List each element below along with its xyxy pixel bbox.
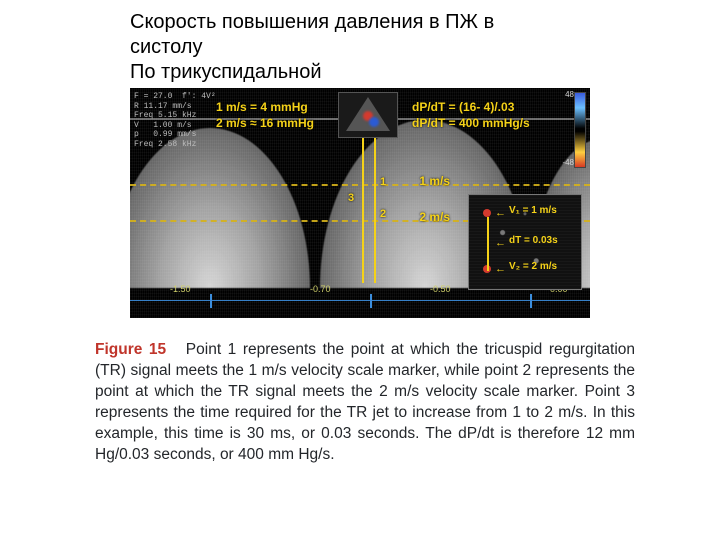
color-scale-bar [574, 92, 586, 168]
label-2ms: 2 m/s [419, 210, 450, 224]
arrow-icon: ← [495, 263, 506, 275]
colorflow-blue [369, 117, 379, 127]
doppler-backdrop: 1 m/s 2 m/s 1 3 2 F = 27.0 f': 4V² R 11.… [130, 88, 590, 318]
inset-dt-label: dT = 0.03s [509, 235, 558, 246]
eq-right-1: dP/dT = (16- 4)/.03 [412, 100, 514, 114]
caption-body: Point 1 represents the point at which th… [95, 341, 635, 463]
doppler-envelope [130, 128, 310, 288]
figure-number: Figure 15 [95, 341, 166, 358]
ecg-spike [530, 294, 532, 308]
ecg-baseline [130, 300, 590, 301]
page-root: Скорость повышения давления в ПЖ в систо… [0, 0, 720, 540]
time-tick: -0.70 [310, 284, 331, 294]
inset-v1-label: V₁ = 1 m/s [509, 205, 557, 216]
marker-1ms-line [130, 184, 590, 186]
heading-line2: систолу [130, 36, 202, 58]
point-2: 2 [380, 208, 386, 220]
label-1ms: 1 m/s [419, 174, 450, 188]
inset-dt-line [487, 217, 489, 271]
caliper-line-1 [362, 118, 364, 283]
caliper-line-2 [374, 118, 376, 283]
zoom-inset: ← ← ← V₁ = 1 m/s dT = 0.03s V₂ = 2 m/s [468, 194, 582, 290]
point-1: 1 [380, 176, 386, 188]
arrow-icon: ← [495, 207, 506, 219]
color-scale-max: 48 [565, 90, 574, 99]
eq-left-2: 2 m/s ≈ 16 mmHg [216, 116, 314, 130]
heading-line3: По трикуспидальной [130, 61, 321, 83]
time-tick: -1.50 [170, 284, 191, 294]
inset-marker-v1 [483, 209, 491, 217]
doppler-figure: 1 m/s 2 m/s 1 3 2 F = 27.0 f': 4V² R 11.… [130, 88, 590, 318]
eq-right-2: dP/dT = 400 mmHg/s [412, 116, 530, 130]
arrow-icon: ← [495, 237, 506, 249]
eq-left-1: 1 m/s = 4 mmHg [216, 100, 308, 114]
color-scale-min: -48 [562, 158, 574, 167]
slide-heading: Скорость повышения давления в ПЖ в систо… [130, 10, 600, 85]
machine-params: F = 27.0 f': 4V² R 11.17 mm/s Freq 5.15 … [134, 92, 206, 150]
bscan-thumbnail [338, 92, 398, 138]
figure-caption: Figure 15 Point 1 represents the point a… [95, 340, 635, 466]
inset-v2-label: V₂ = 2 m/s [509, 261, 557, 272]
heading-line1: Скорость повышения давления в ПЖ в [130, 11, 494, 33]
ecg-spike [370, 294, 372, 308]
ecg-strip [130, 290, 590, 310]
time-tick: -0.50 [430, 284, 451, 294]
ecg-spike [210, 294, 212, 308]
point-3: 3 [348, 192, 354, 204]
